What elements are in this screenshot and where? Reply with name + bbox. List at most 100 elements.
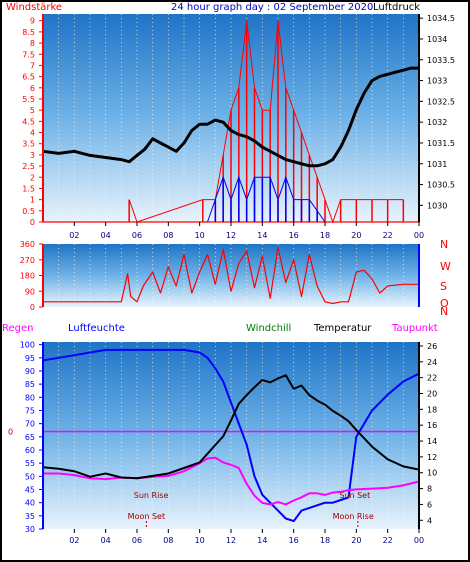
humidity-y-tick-label: 65 xyxy=(25,433,35,442)
page-title: 24 hour graph day : 02 September 2020 xyxy=(171,2,373,13)
x-tick-label: 20 xyxy=(351,536,361,545)
sun-rise-label: Sun Rise xyxy=(134,491,169,500)
x-tick-label: 14 xyxy=(257,536,267,545)
moon-rise-label: Moon Rise xyxy=(333,512,374,521)
temperature-y-tick-label: 6 xyxy=(427,500,432,509)
x-tick-label: 14 xyxy=(257,231,267,240)
humidity-y-tick-label: 55 xyxy=(25,459,35,468)
humidity-y-tick-label: 45 xyxy=(25,485,35,494)
x-tick-label: 08 xyxy=(163,536,173,545)
x-tick-label: 04 xyxy=(101,536,111,545)
x-tick-label: 16 xyxy=(289,536,299,545)
direction-letter: N xyxy=(440,238,448,251)
wind-y-tick-label: 4 xyxy=(30,129,35,138)
x-tick-label: 00 xyxy=(414,231,424,240)
temperature-y-tick-label: 26 xyxy=(427,342,437,351)
temperature-y-tick-label: 22 xyxy=(427,374,437,383)
pressure-y-tick-label: 1030.5 xyxy=(427,181,455,190)
x-tick-label: 12 xyxy=(226,536,236,545)
pressure-y-tick-label: 1034 xyxy=(427,35,447,44)
wind-y-tick-label: 8 xyxy=(30,39,35,48)
x-tick-label: 20 xyxy=(351,231,361,240)
pressure-y-tick-label: 1034.5 xyxy=(427,14,455,23)
x-tick-label: 08 xyxy=(163,231,173,240)
wind-pressure-panel: 0 0.5 1 1.5 2 2.5 3 3.5 4 4.5 5 5.5 6 6.5 7 7.5 8 8.5 9 103… xyxy=(22,14,455,240)
humidity-y-tick-label: 30 xyxy=(25,525,35,534)
legend-taupunkt: Taupunkt xyxy=(391,323,438,334)
x-tick-label: 16 xyxy=(289,231,299,240)
direction-y-tick-label: 360 xyxy=(20,240,35,249)
x-tick-label: 00 xyxy=(414,536,424,545)
legend-temperatur: Temperatur xyxy=(313,323,372,334)
x-tick-label: 22 xyxy=(383,536,393,545)
x-tick-label: 06 xyxy=(132,536,142,545)
humidity-y-tick-label: 90 xyxy=(25,367,35,376)
wind-direction-line xyxy=(43,246,419,305)
wind-y-tick-label: 3.5 xyxy=(22,140,35,149)
x-tick-label: 18 xyxy=(320,231,330,240)
x-tick-label: 12 xyxy=(226,231,236,240)
temperature-y-tick-label: 16 xyxy=(427,421,437,430)
wind-y-tick-label: 9 xyxy=(30,17,35,26)
direction-y-tick-label: 0 xyxy=(30,303,35,312)
humidity-y-tick-label: 70 xyxy=(25,420,35,429)
wind-y-tick-label: 7.5 xyxy=(22,50,35,59)
legend-luftfeuchte: Luftfeuchte xyxy=(68,323,125,334)
temperature-y-tick-label: 12 xyxy=(427,453,437,462)
humidity-line xyxy=(42,348,420,523)
wind-y-tick-label: 8.5 xyxy=(22,28,35,37)
wind-direction-background xyxy=(43,244,419,307)
pressure-y-tick-label: 1033.5 xyxy=(427,56,455,65)
wind-direction-panel: 0 90 180 270 360 xyxy=(20,240,420,312)
x-tick-label: 22 xyxy=(383,231,393,240)
temperature-y-tick-label: 14 xyxy=(427,437,437,446)
temperature-y-tick-label: 18 xyxy=(427,405,437,414)
wind-y-tick-label: 1.5 xyxy=(22,184,35,193)
x-tick-label: 04 xyxy=(101,231,111,240)
direction-letter: S xyxy=(440,280,447,293)
wind-y-tick-label: 6 xyxy=(30,84,35,93)
legend-regen: Regen xyxy=(2,323,34,334)
direction-y-tick-label: 90 xyxy=(25,287,35,296)
wind-y-tick-label: 3 xyxy=(30,151,35,160)
wind-y-tick-label: 2.5 xyxy=(22,162,35,171)
wind-y-tick-label: 2 xyxy=(30,173,35,182)
humidity-y-tick-label: 95 xyxy=(25,354,35,363)
temperature-y-tick-label: 4 xyxy=(427,516,432,525)
humidity-y-tick-label: 40 xyxy=(25,499,35,508)
wind-y-tick-label: 5.5 xyxy=(22,95,35,104)
pressure-y-tick-label: 1033 xyxy=(427,77,447,86)
wind-y-tick-label: 6.5 xyxy=(22,73,35,82)
x-tick-label: 10 xyxy=(195,231,205,240)
direction-letter: O xyxy=(440,297,449,310)
direction-letter: W xyxy=(440,260,451,273)
x-tick-label: 06 xyxy=(132,231,142,240)
pressure-axis-title: Luftdruck xyxy=(373,2,420,13)
x-tick-label: 02 xyxy=(69,536,79,545)
temperature-y-tick-label: 24 xyxy=(427,358,437,367)
legend-windchill: Windchill xyxy=(246,323,291,334)
wind-y-tick-label: 0.5 xyxy=(22,207,35,216)
wind-y-tick-label: 4.5 xyxy=(22,117,35,126)
humidity-y-tick-label: 35 xyxy=(25,512,35,521)
temperature-y-tick-label: 8 xyxy=(427,485,432,494)
pressure-y-tick-label: 1031.5 xyxy=(427,139,455,148)
pressure-y-tick-label: 1032 xyxy=(427,118,447,127)
wind-y-tick-label: 0 xyxy=(30,218,35,227)
x-tick-label: 18 xyxy=(320,536,330,545)
pressure-y-tick-label: 1030 xyxy=(427,201,447,210)
humidity-y-tick-label: 85 xyxy=(25,380,35,389)
wind-axis-title: Windstärke xyxy=(6,2,62,13)
direction-y-tick-label: 180 xyxy=(20,272,35,281)
wind-speed-bar-outline xyxy=(128,20,404,224)
wind-y-tick-label: 1 xyxy=(30,196,35,205)
humidity-y-tick-label: 60 xyxy=(25,446,35,455)
moon-set-label: Moon Set xyxy=(128,512,165,521)
x-tick-label: 10 xyxy=(195,536,205,545)
humidity-y-tick-label: 75 xyxy=(25,406,35,415)
temperature-y-tick-label: 20 xyxy=(427,390,437,399)
pressure-line xyxy=(42,66,419,168)
